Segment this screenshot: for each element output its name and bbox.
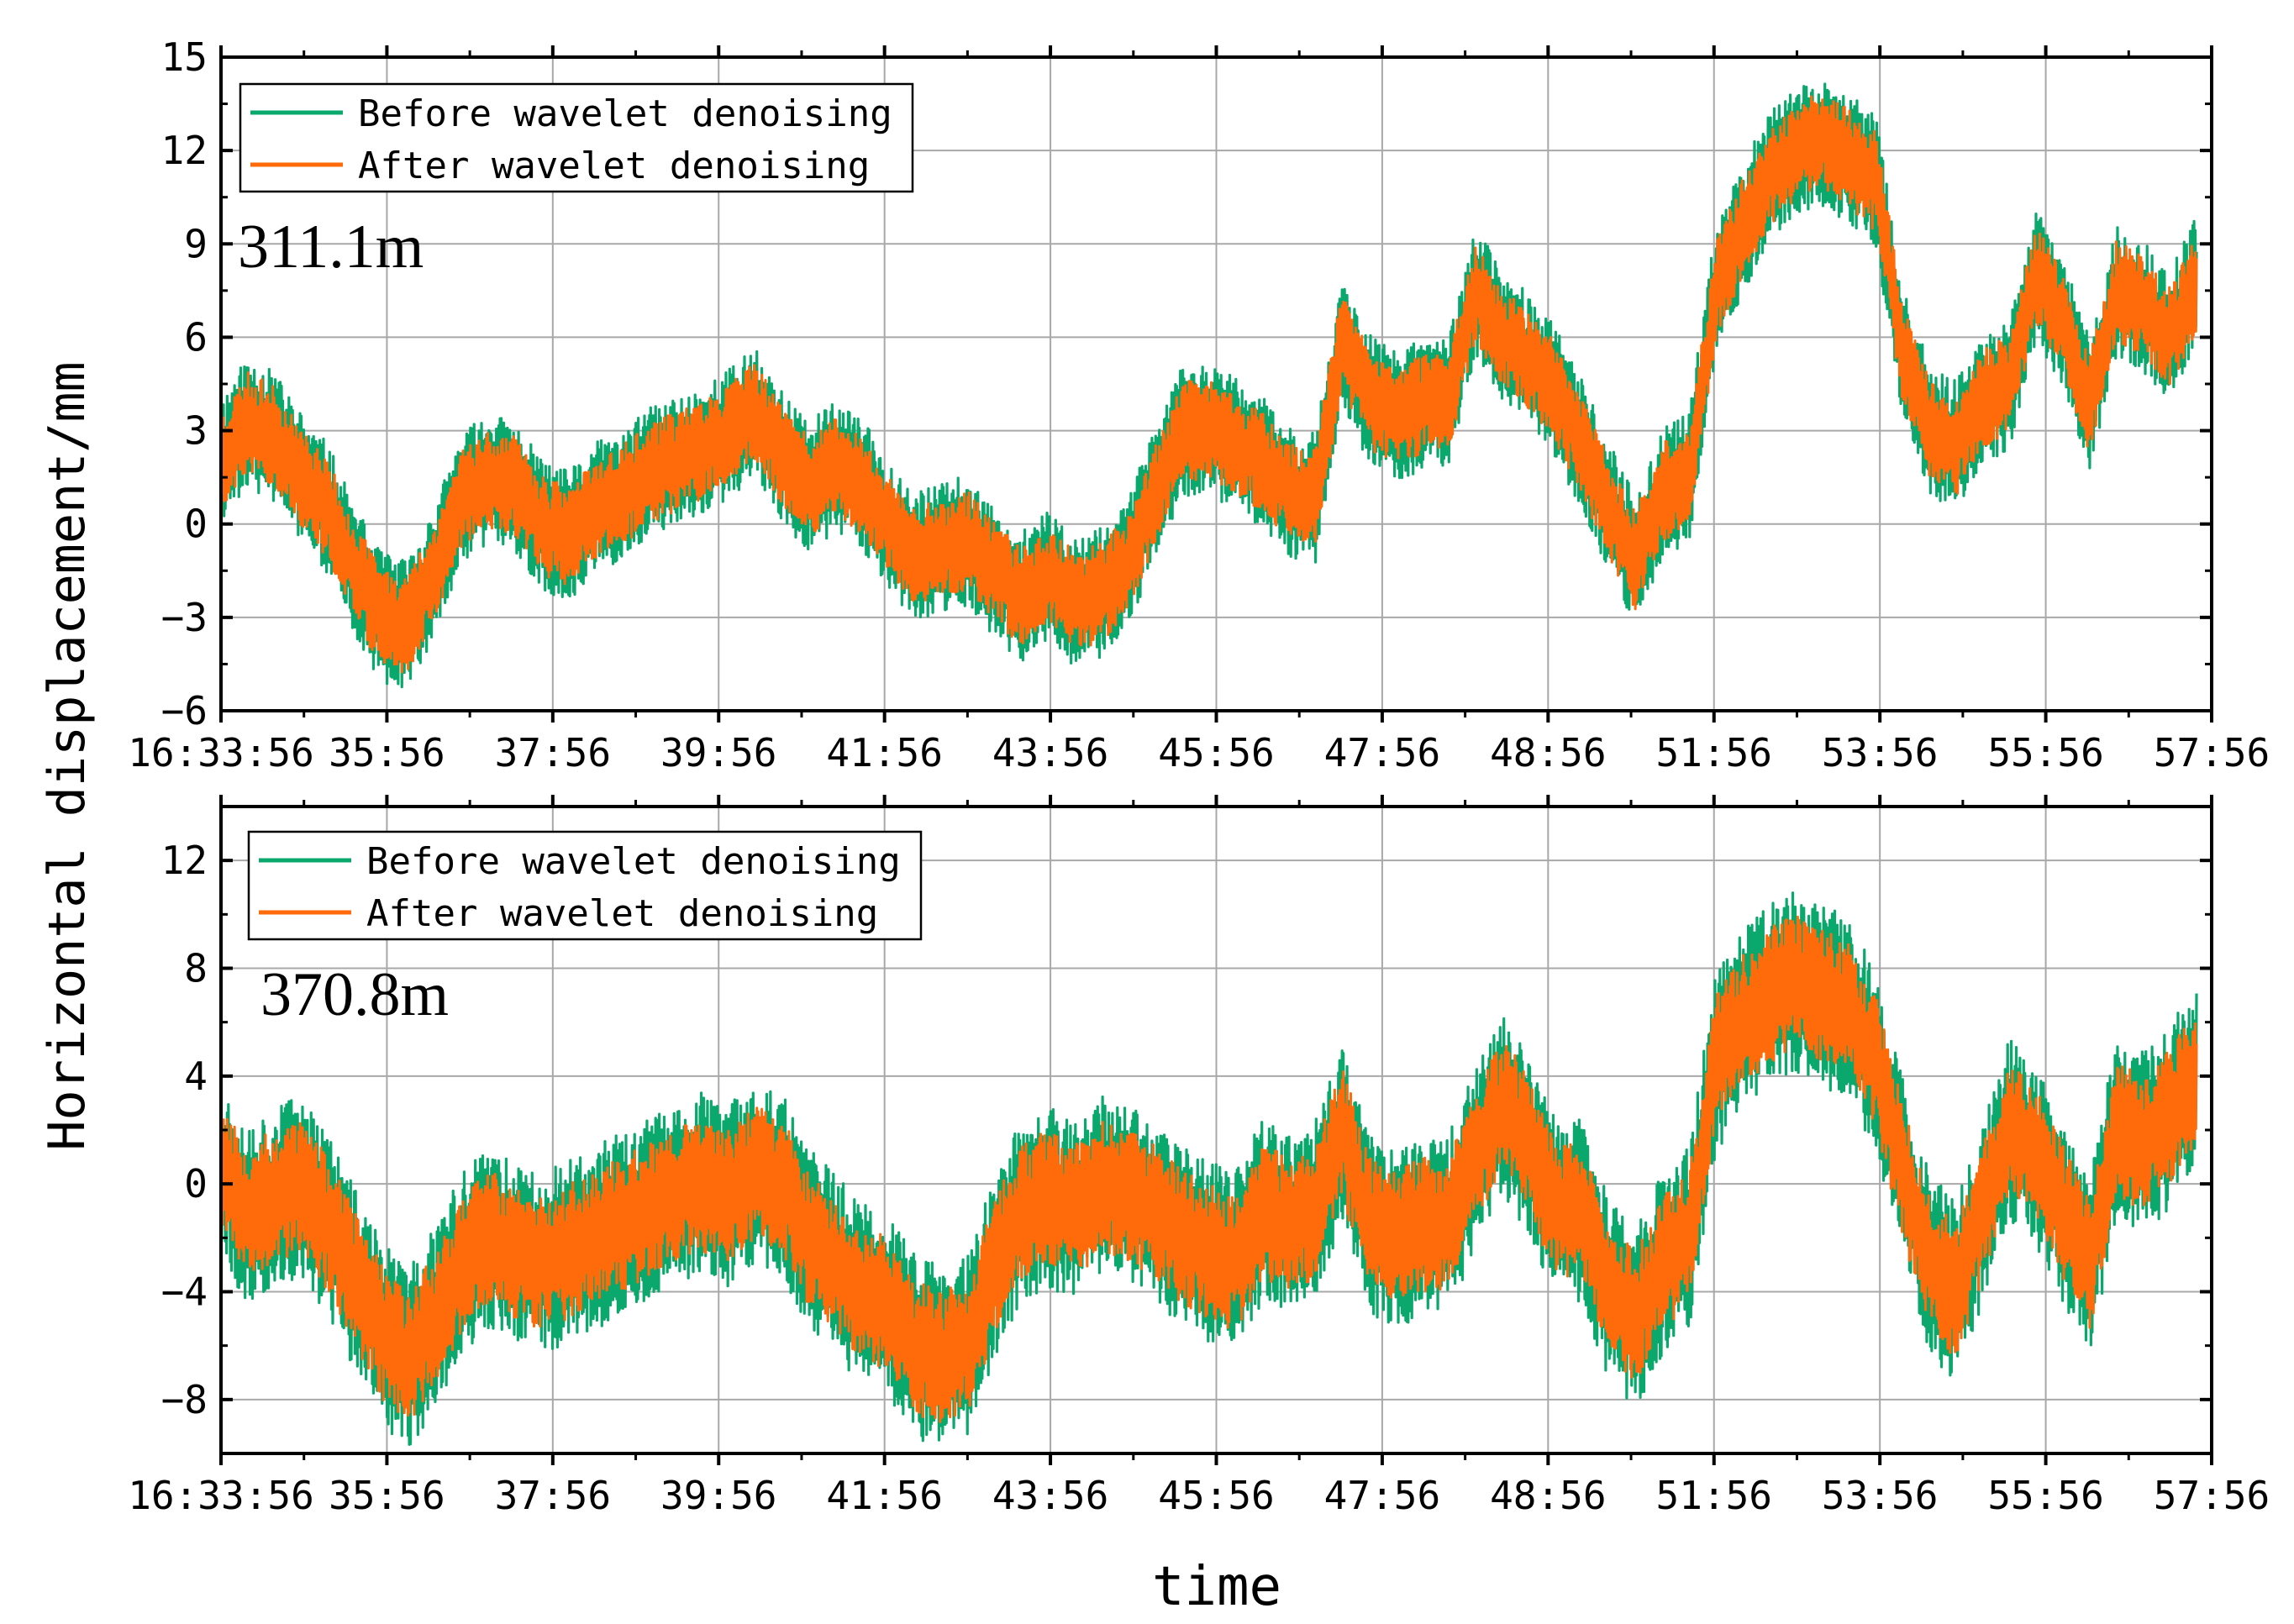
x-tick-label: 41:56	[826, 1473, 942, 1518]
top-legend: Before wavelet denoising After wavelet d…	[239, 82, 914, 193]
x-tick-label: 35:56	[329, 1473, 445, 1518]
x-tick-label: 53:56	[1822, 1473, 1938, 1518]
bottom-legend: Before wavelet denoising After wavelet d…	[247, 830, 923, 941]
x-tick-label: 37:56	[495, 730, 611, 775]
y-tick-label: 12	[161, 838, 208, 883]
y-tick-label: 9	[184, 221, 208, 266]
bottom-legend-after-label: After wavelet denoising	[366, 892, 878, 935]
top-legend-before-label: Before wavelet denoising	[358, 92, 892, 135]
y-tick-label: −6	[161, 688, 208, 733]
y-tick-label: 8	[184, 946, 208, 991]
x-tick-label: 55:56	[1987, 730, 2103, 775]
y-tick-label: −8	[161, 1377, 208, 1422]
x-tick-label: 16:33:56	[128, 1473, 314, 1518]
bottom-depth-annotation: 370.8m	[260, 960, 449, 1029]
y-tick-label: 6	[184, 314, 208, 360]
x-tick-label: 47:56	[1324, 1473, 1440, 1518]
x-tick-label: 43:56	[992, 1473, 1108, 1518]
y-tick-label: 12	[161, 128, 208, 173]
top-depth-annotation: 311.1m	[238, 213, 424, 281]
x-tick-label: 48:56	[1490, 1473, 1606, 1518]
top-panel: −6 −3 0 3 6 9 12 15 16:33:56 35:56 37:56 39:56 41:5…	[128, 34, 2270, 775]
x-tick-label: 45:56	[1158, 730, 1274, 775]
bottom-panel: −8 −4 0 4 8 12 16:33:56 35:56 37:56 39:56 41:56 43…	[128, 795, 2270, 1518]
x-tick-label: 16:33:56	[128, 730, 314, 775]
x-tick-label: 43:56	[992, 730, 1108, 775]
x-tick-label: 57:56	[2154, 1473, 2270, 1518]
x-tick-label: 47:56	[1324, 730, 1440, 775]
x-tick-label: 57:56	[2154, 730, 2270, 775]
y-axis-title: Horizontal displacement/mm	[38, 361, 97, 1150]
x-tick-label: 39:56	[660, 730, 776, 775]
top-series-group	[221, 82, 2198, 689]
y-tick-label: 4	[184, 1054, 208, 1099]
series-after-line	[221, 95, 2198, 674]
y-tick-label: 3	[184, 408, 208, 454]
top-axis-ticks	[219, 45, 2213, 723]
x-axis-title: time	[1152, 1556, 1281, 1618]
y-tick-label: 0	[184, 1161, 208, 1206]
bottom-y-tick-labels: −8 −4 0 4 8 12	[161, 838, 208, 1422]
top-legend-after-label: After wavelet denoising	[358, 145, 870, 187]
x-tick-label: 51:56	[1656, 1473, 1772, 1518]
bottom-x-tick-labels: 16:33:56 35:56 37:56 39:56 41:56 43:56 45:56 47…	[128, 1473, 2270, 1518]
y-tick-label: −4	[161, 1269, 208, 1315]
x-tick-label: 53:56	[1822, 730, 1938, 775]
y-tick-label: 15	[161, 34, 208, 80]
series-after-line	[221, 915, 2198, 1423]
top-y-tick-labels: −6 −3 0 3 6 9 12 15	[161, 34, 208, 733]
x-tick-label: 45:56	[1158, 1473, 1274, 1518]
x-tick-label: 41:56	[826, 730, 942, 775]
bottom-legend-before-label: Before wavelet denoising	[366, 840, 901, 883]
bottom-axis-ticks	[219, 795, 2213, 1465]
bottom-series-group	[221, 891, 2198, 1446]
x-tick-label: 48:56	[1490, 730, 1606, 775]
top-x-tick-labels: 16:33:56 35:56 37:56 39:56 41:56 43:56 45:56 47…	[128, 730, 2270, 775]
y-tick-label: −3	[161, 595, 208, 640]
x-tick-label: 39:56	[660, 1473, 776, 1518]
y-tick-label: 0	[184, 502, 208, 547]
x-tick-label: 37:56	[495, 1473, 611, 1518]
x-tick-label: 35:56	[329, 730, 445, 775]
x-tick-label: 51:56	[1656, 730, 1772, 775]
x-tick-label: 55:56	[1987, 1473, 2103, 1518]
